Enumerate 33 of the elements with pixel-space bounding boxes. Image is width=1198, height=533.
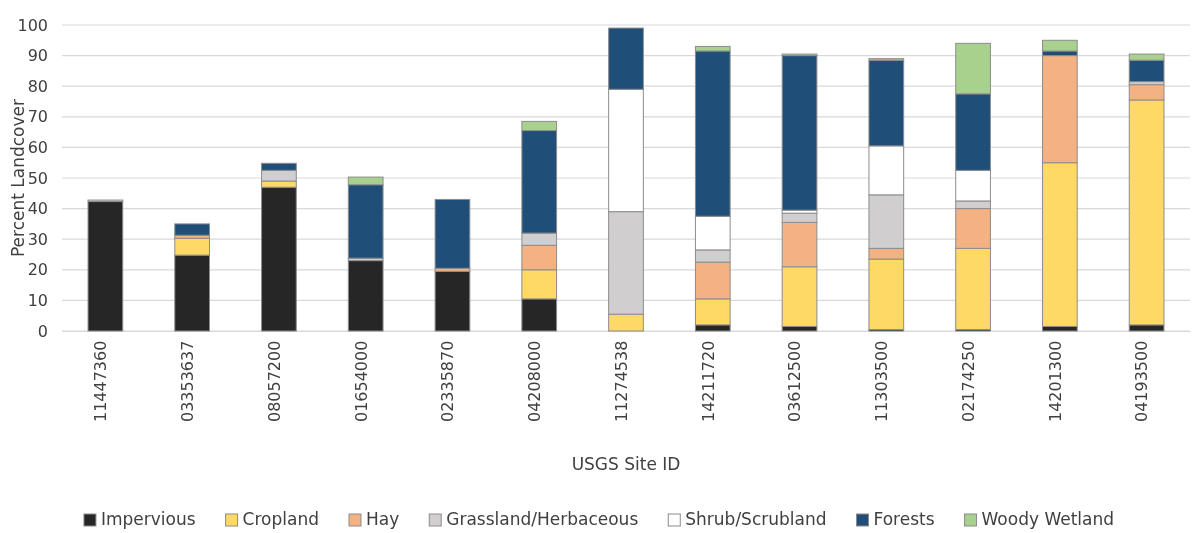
x-tick-label: 14201300 (1045, 340, 1065, 423)
x-tick-label: 03353637 (177, 340, 197, 423)
x-tick-label: 03612500 (785, 340, 805, 423)
x-tick-label: 11303500 (872, 340, 892, 423)
y-tick-label: 50 (27, 168, 48, 188)
x-tick-label: 02174250 (958, 340, 978, 423)
legend-label: Shrub/Scrubland (685, 509, 827, 529)
y-tick-label: 80 (27, 76, 48, 96)
y-tick-label: 0 (37, 321, 48, 341)
x-tick-label: 04208000 (525, 340, 545, 423)
x-tick-label: 08057200 (264, 340, 284, 423)
x-tick-label: 11274538 (611, 340, 631, 423)
y-tick-label: 60 (27, 138, 48, 158)
y-tick-label: 100 (17, 15, 48, 35)
x-tick-label: 02335870 (438, 340, 458, 423)
x-axis-title: USGS Site ID (571, 454, 681, 474)
legend-label: Woody Wetland (981, 509, 1115, 529)
legend-label: Impervious (100, 509, 196, 529)
y-tick-label: 10 (27, 291, 48, 311)
y-tick-label: 70 (27, 107, 48, 127)
x-tick-label: 04193500 (1132, 340, 1152, 423)
legend-label: Forests (873, 509, 935, 529)
y-tick-label: 40 (27, 199, 48, 219)
x-tick-label: 14211720 (698, 340, 718, 423)
y-tick-label: 90 (27, 46, 48, 66)
y-tick-label: 20 (27, 260, 48, 280)
x-tick-label: 11447360 (91, 340, 111, 423)
legend-label: Cropland (242, 509, 319, 529)
legend-label: Hay (365, 509, 400, 529)
y-tick-label: 30 (27, 229, 48, 249)
x-tick-label: 01654000 (351, 340, 371, 423)
y-axis-title: Percent Landcover (8, 98, 28, 258)
legend-label: Grassland/Herbaceous (446, 509, 639, 529)
